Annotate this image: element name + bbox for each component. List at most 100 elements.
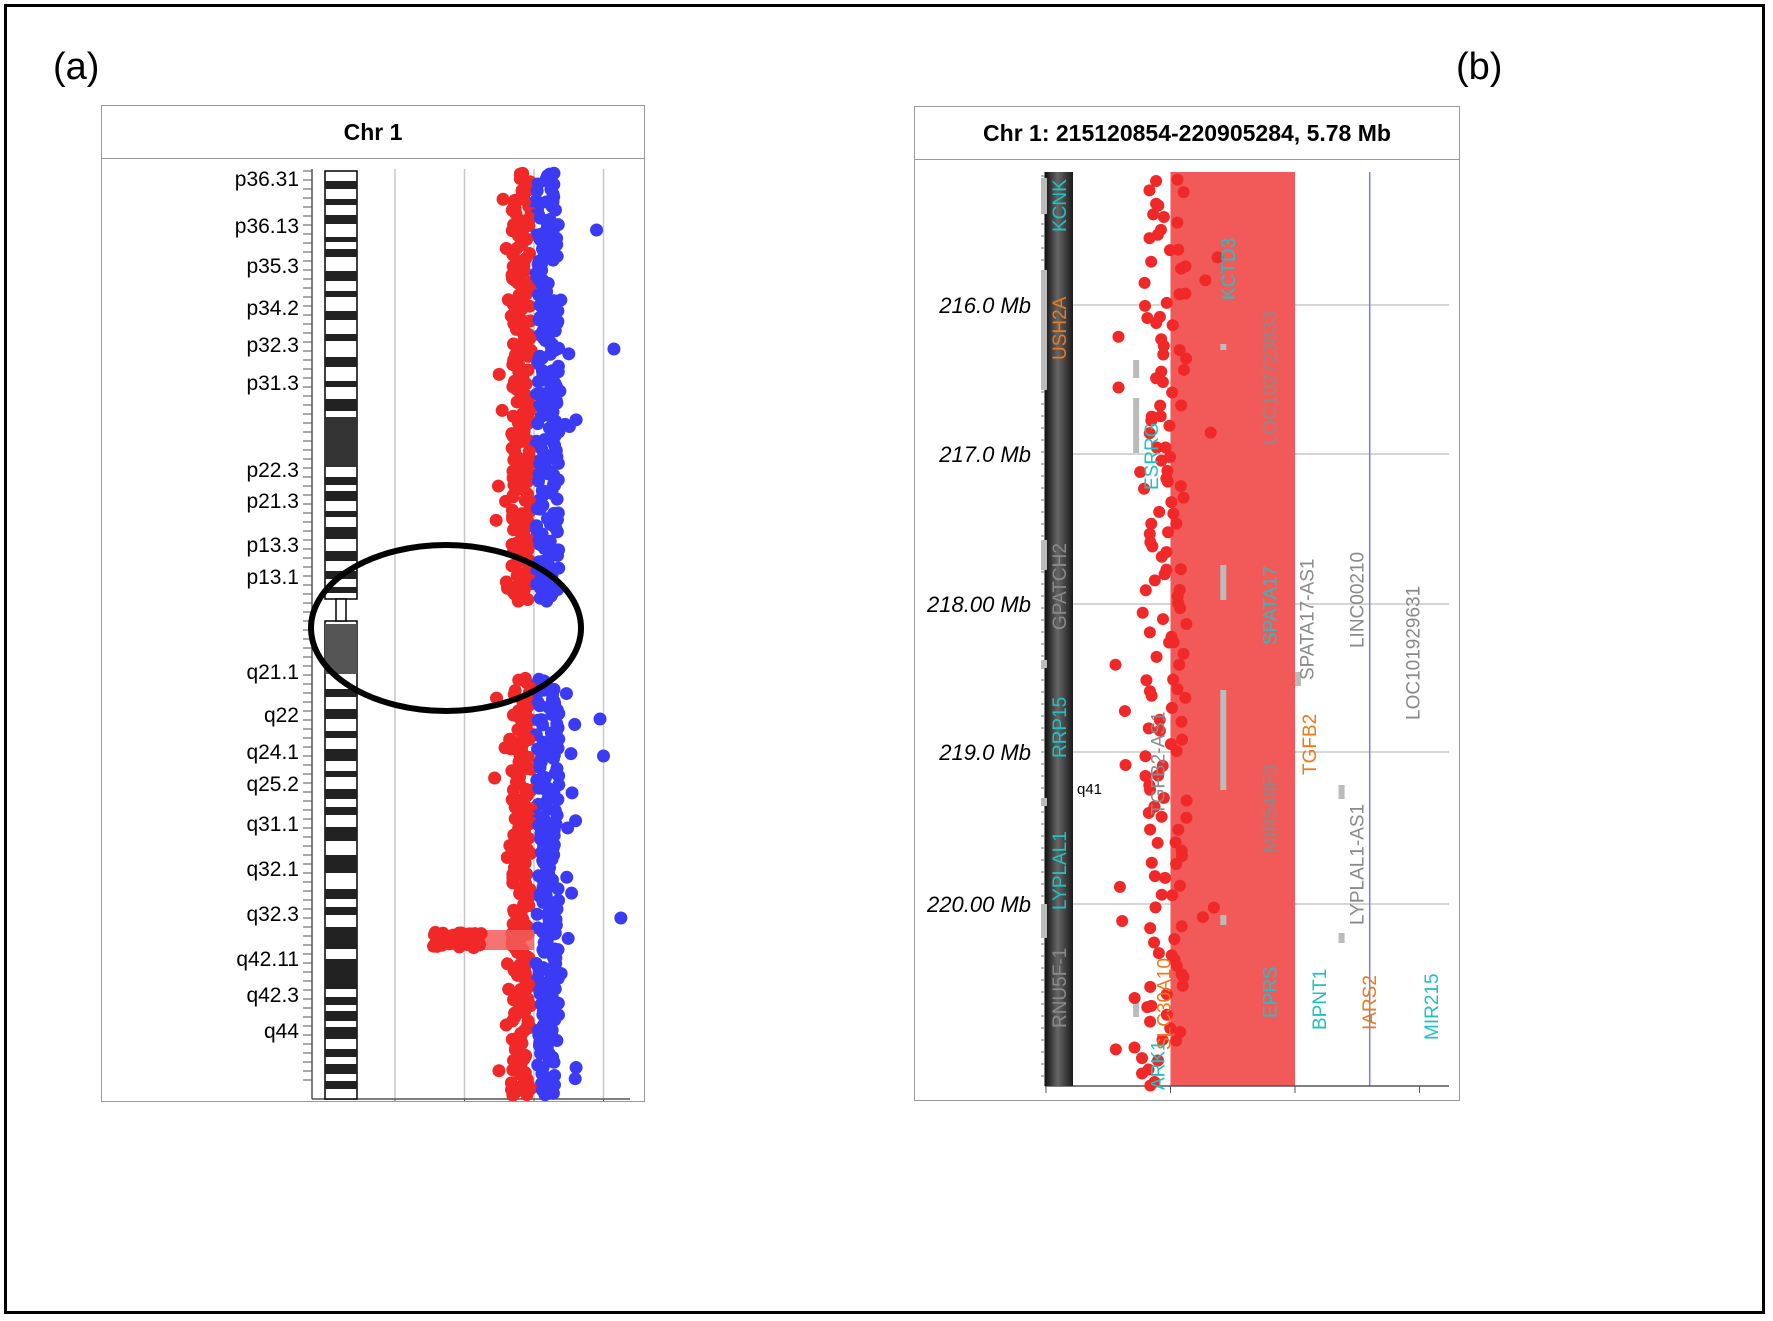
loss-point: [1151, 836, 1164, 849]
loss-point: [1145, 414, 1158, 427]
cytoband-label: q22: [264, 704, 299, 727]
gain-point: [551, 882, 565, 896]
gene-label: LOC101929631: [1404, 586, 1425, 720]
loss-point: [1149, 901, 1162, 914]
outlier-point: [593, 712, 607, 726]
loss-point: [1162, 526, 1175, 539]
cytoband: [325, 1049, 357, 1057]
gain-point: [562, 347, 576, 361]
loss-point: [1148, 574, 1161, 587]
loss-point: [1144, 823, 1157, 836]
y-tick-label: 218.00 Mb: [926, 592, 1031, 617]
loss-point: [1175, 920, 1188, 933]
gene-label: TGFB2-AS1: [1148, 712, 1169, 815]
cytoband-label: p36.31: [235, 168, 299, 191]
gene-bar: [1041, 660, 1047, 668]
cytoband-label: p22.3: [246, 459, 299, 482]
chromosome-plot: -2-1012p36.31p36.13p35.3p34.2p32.3p31.3p…: [235, 166, 630, 1101]
cytoband-label: p35.3: [246, 255, 299, 278]
loss-point: [512, 567, 526, 581]
loss-point: [1164, 450, 1177, 463]
cytoband: [325, 997, 357, 1005]
loss-point: [507, 453, 521, 467]
gene-label: SPATA17: [1260, 566, 1281, 645]
loss-point: [1139, 584, 1152, 597]
outlier-point: [590, 223, 604, 237]
cytoband: [325, 889, 357, 899]
loss-point: [1170, 517, 1183, 530]
gene-bar: [1220, 915, 1227, 925]
gene-label: MIR548F3: [1260, 764, 1281, 853]
loss-point: [1154, 410, 1167, 423]
loss-point: [1174, 602, 1187, 615]
cytoband: [325, 1081, 357, 1089]
loss-point: [1166, 386, 1179, 399]
gain-point: [547, 1055, 561, 1069]
cytoband: [325, 927, 357, 949]
cytoband: [325, 215, 357, 224]
loss-point: [498, 741, 512, 755]
cytoband: [325, 417, 357, 467]
loss-point: [1157, 348, 1170, 361]
loss-point: [446, 928, 460, 942]
loss-point: [1177, 491, 1190, 504]
cytoband: [325, 199, 357, 205]
loss-point: [1175, 399, 1188, 412]
cytoband: [325, 855, 357, 873]
loss-point: [1128, 991, 1141, 1004]
loss-point: [1145, 689, 1158, 702]
gain-point: [562, 420, 576, 434]
loss-point: [1180, 794, 1193, 807]
loss-point: [1155, 888, 1168, 901]
loss-point: [1163, 244, 1176, 257]
loss-point: [1180, 811, 1193, 824]
cytoband-label: q32.1: [246, 858, 299, 881]
loss-point: [1153, 724, 1166, 737]
gene-label: SPATA17-AS1: [1298, 559, 1319, 680]
loss-point: [520, 1088, 534, 1101]
gain-point: [565, 886, 579, 900]
gain-point: [565, 786, 579, 800]
loss-point: [1177, 186, 1190, 199]
heterochromatin: [325, 624, 357, 674]
gene-label: TGFB2: [1300, 714, 1321, 775]
cytoband: [325, 357, 357, 367]
gain-point: [533, 502, 547, 516]
loss-point: [496, 192, 510, 206]
loss-point: [1145, 856, 1158, 869]
loss-point: [1143, 779, 1156, 792]
loss-point: [1165, 701, 1178, 714]
loss-point: [1165, 496, 1178, 509]
loss-point: [1157, 791, 1170, 804]
ideogram-band: [1045, 172, 1073, 1086]
loss-point: [1145, 255, 1158, 268]
cytoband-label: q42.3: [246, 984, 299, 1007]
gain-point: [569, 1061, 583, 1075]
band-label: q41: [1077, 781, 1102, 798]
gain-point: [536, 718, 550, 732]
cytoband: [325, 907, 357, 915]
gene-bar: [1220, 690, 1227, 790]
cytoband: [325, 527, 357, 539]
x-tick-label: -2: [1037, 1098, 1056, 1100]
cytoband: [325, 237, 357, 242]
gene-label: KCNK: [1050, 179, 1071, 232]
gene-label: LOC102723833: [1260, 311, 1281, 445]
loss-point: [492, 367, 506, 381]
gene-label: USH2A: [1050, 296, 1071, 360]
cytoband-label: p36.13: [235, 215, 299, 238]
loss-point: [1170, 744, 1183, 757]
gene-bar: [1220, 565, 1227, 600]
loss-point: [1152, 1054, 1165, 1067]
gene-bar: [1041, 540, 1047, 570]
loss-point: [1112, 381, 1125, 394]
gain-point: [568, 717, 582, 731]
loss-point: [1156, 759, 1169, 772]
loss-point: [1173, 658, 1186, 671]
gain-point: [530, 184, 544, 198]
gene-label: GPATCH2: [1050, 543, 1071, 630]
region-panel: Chr 1: 215120854-220905284, 5.78 Mb q41 2…: [914, 106, 1460, 1101]
gene-label: SLC30A10: [1155, 958, 1176, 1050]
loss-point: [1160, 472, 1173, 485]
loss-point: [1144, 922, 1157, 935]
